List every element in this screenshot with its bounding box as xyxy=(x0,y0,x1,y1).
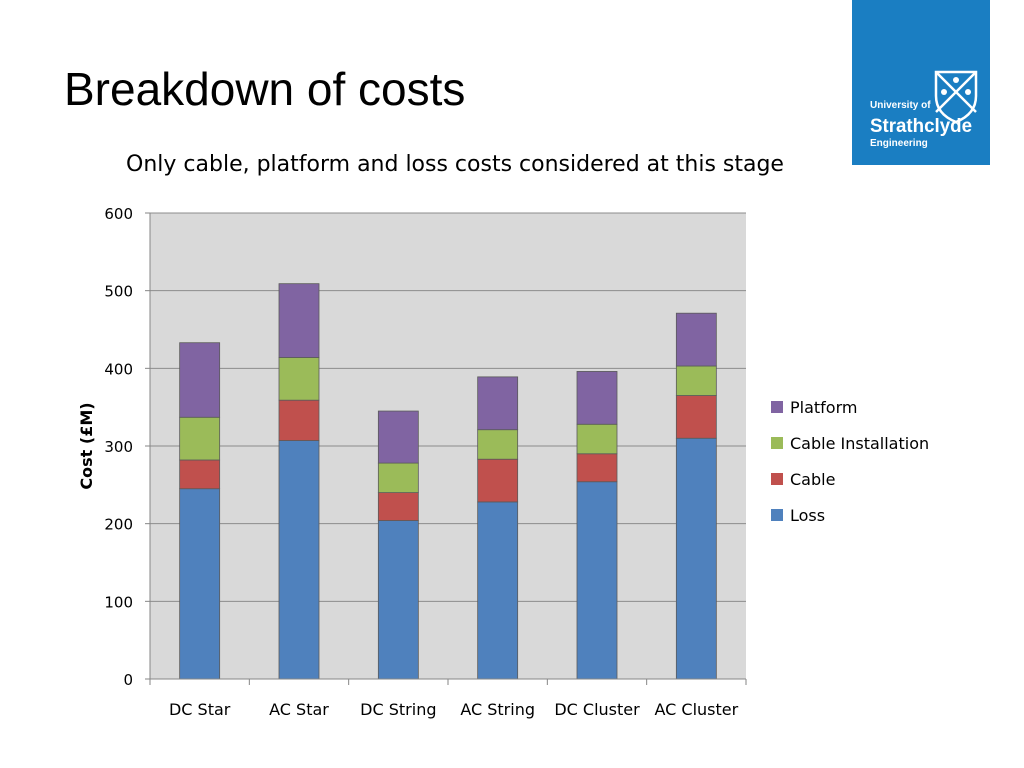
legend-label: Cable xyxy=(790,470,835,489)
bar-segment-loss xyxy=(675,437,717,680)
bar-segment-loss xyxy=(576,481,618,680)
bar-segment-platform xyxy=(675,312,717,367)
y-tick-label: 100 xyxy=(104,593,133,611)
x-tick-label: AC Star xyxy=(269,700,329,719)
y-tick-label: 200 xyxy=(104,516,133,534)
bar-segment-cable-installation xyxy=(278,357,320,401)
bar-segment-cable xyxy=(576,453,618,483)
x-tick-label: AC Cluster xyxy=(654,700,738,719)
bar-segment-cable xyxy=(179,459,221,490)
bar-segment-cable xyxy=(477,458,519,503)
y-tick-label: 300 xyxy=(104,438,133,456)
bar-segment-cable xyxy=(675,395,717,439)
legend-label: Cable Installation xyxy=(790,434,929,453)
bar-segment-platform xyxy=(576,371,618,425)
university-logo: University of Strathclyde Engineering xyxy=(852,0,990,165)
bar-segment-platform xyxy=(179,342,221,418)
bar-segment-cable-installation xyxy=(179,416,221,461)
legend-label: Loss xyxy=(790,506,825,525)
bar-segment-loss xyxy=(179,488,221,680)
bar-segment-cable-installation xyxy=(377,462,419,494)
bar-segment-platform xyxy=(278,283,320,358)
y-tick-label: 400 xyxy=(104,360,133,378)
bar-segment-cable xyxy=(377,492,419,521)
page-title: Breakdown of costs xyxy=(64,63,466,115)
bar-segment-platform xyxy=(377,410,419,464)
bar-segment-loss xyxy=(278,440,320,680)
bar-segment-cable xyxy=(278,399,320,441)
chart-legend: Platform Cable Installation Cable Loss xyxy=(771,398,929,525)
y-tick-label: 600 xyxy=(104,205,133,223)
x-tick-label: DC String xyxy=(360,700,436,719)
logo-line-3: Engineering xyxy=(870,138,928,149)
logo-line-2: Strathclyde xyxy=(870,116,972,137)
x-tick-label: DC Star xyxy=(169,700,231,719)
legend-swatch xyxy=(771,437,783,449)
bar-segment-cable-installation xyxy=(675,365,717,396)
y-tick-label: 500 xyxy=(104,283,133,301)
y-axis-label: Cost (£M) xyxy=(77,402,96,489)
y-tick-label: 0 xyxy=(123,671,133,689)
bar-segment-platform xyxy=(477,376,519,431)
x-tick-label: DC Cluster xyxy=(554,700,640,719)
logo-line-1: University of xyxy=(870,100,931,111)
crest-shield-icon xyxy=(934,70,978,124)
legend-swatch xyxy=(771,509,783,521)
bar-segment-cable-installation xyxy=(477,429,519,460)
page-subtitle: Only cable, platform and loss costs cons… xyxy=(126,152,784,177)
bar-segment-loss xyxy=(477,501,519,680)
legend-swatch xyxy=(771,401,783,413)
legend-label: Platform xyxy=(790,398,857,417)
bar-segment-cable-installation xyxy=(576,423,618,455)
legend-swatch xyxy=(771,473,783,485)
x-tick-label: AC String xyxy=(460,700,535,719)
bar-segment-loss xyxy=(377,520,419,680)
